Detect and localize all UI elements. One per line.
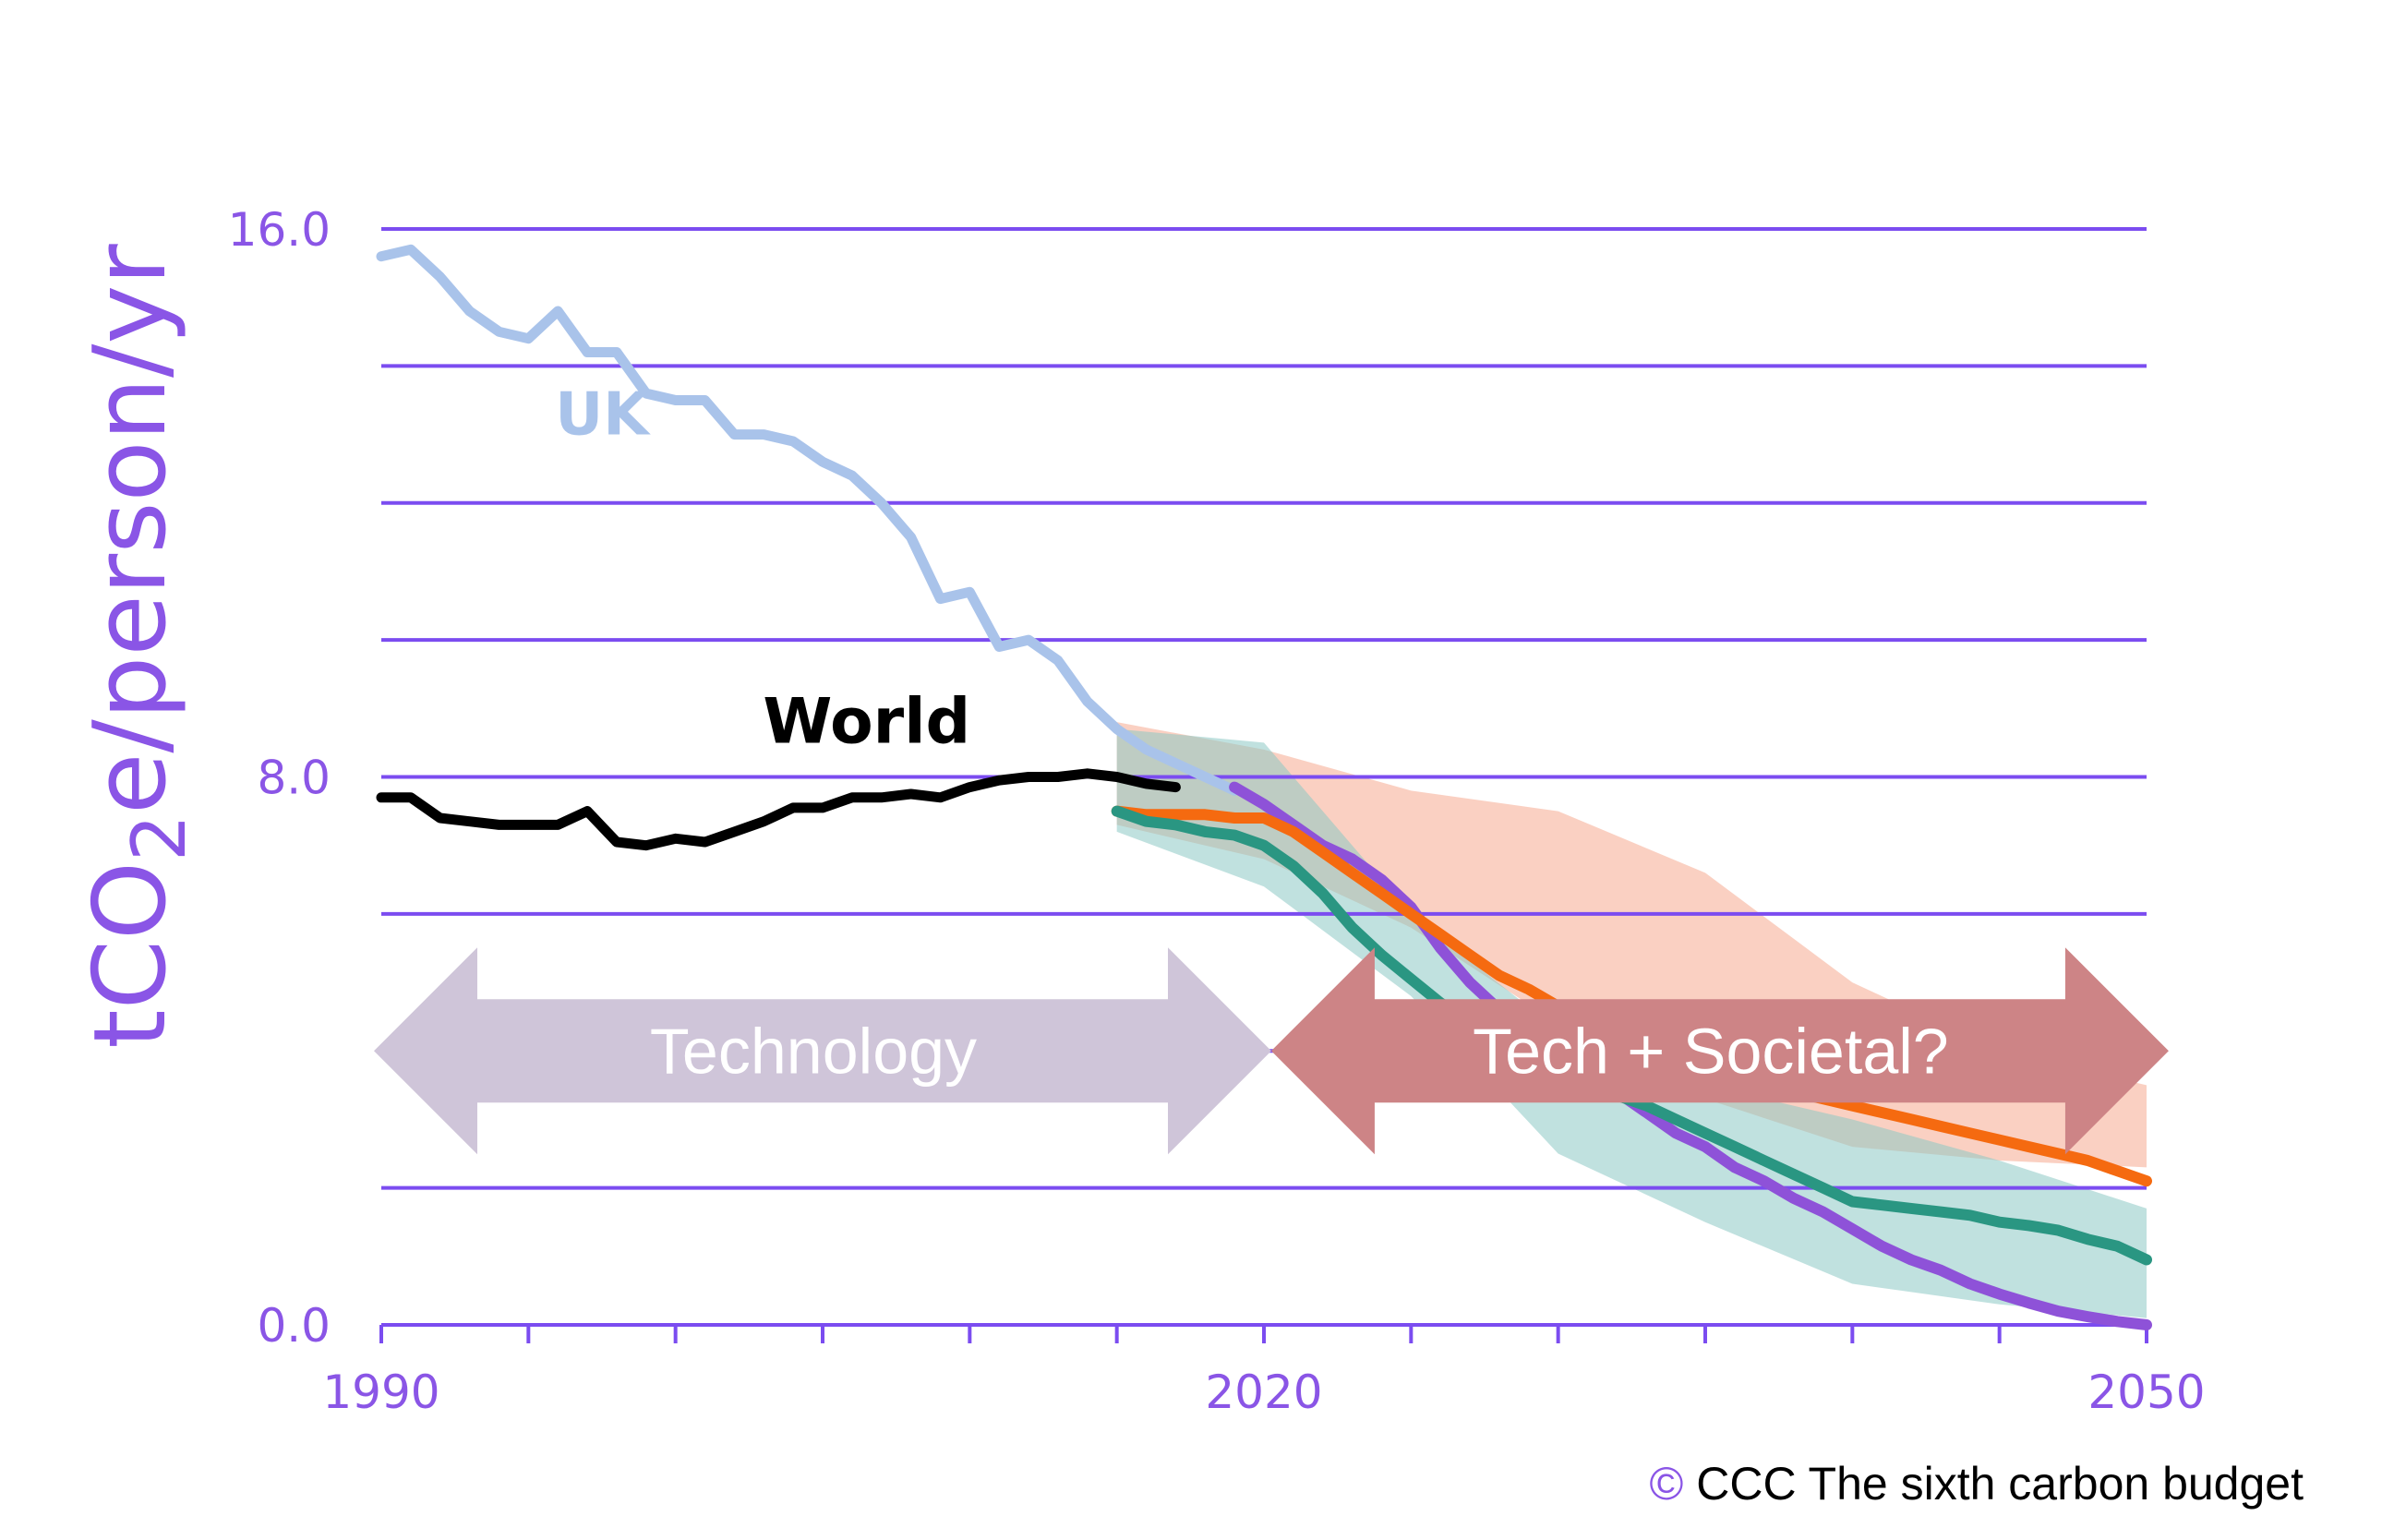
technology-arrow-label: Technology: [650, 1015, 977, 1087]
x-tick-label: 2020: [1205, 1366, 1322, 1419]
copyright-symbol: ©: [1649, 1458, 1684, 1510]
y-tick-label: 8.0: [257, 752, 331, 805]
uk-line: [376, 244, 1240, 796]
tech-societal-arrow-label: Tech + Societal?: [1473, 1015, 1949, 1087]
y-axis-label-tail: e/person/yr: [73, 244, 188, 814]
y-axis-label-subscript: 2: [116, 814, 202, 861]
technology-arrow: [374, 947, 1271, 1155]
y-axis-label-main: tCO: [73, 861, 188, 1049]
arrow-annotations: Technology Tech + Societal?: [374, 947, 2169, 1155]
uk-series-label: UK: [555, 381, 651, 450]
world-series-label: World: [763, 685, 970, 758]
y-tick-label: 16.0: [228, 203, 331, 257]
x-tick-label: 1990: [322, 1366, 439, 1419]
world-line: [376, 768, 1181, 851]
credit-text: CCC The sixth carbon budget: [1683, 1458, 2304, 1510]
purple-pathway-line: [1229, 781, 2152, 1330]
x-tick-label: 2050: [2087, 1366, 2205, 1419]
source-credit: © CCC The sixth carbon budget: [1650, 1457, 2304, 1510]
tech-societal-arrow: [1270, 947, 2169, 1155]
y-axis-label: tCO2e/person/yr: [73, 244, 202, 1049]
y-tick-label: 0.0: [257, 1299, 331, 1353]
chart-labels: UK World: [555, 381, 970, 759]
